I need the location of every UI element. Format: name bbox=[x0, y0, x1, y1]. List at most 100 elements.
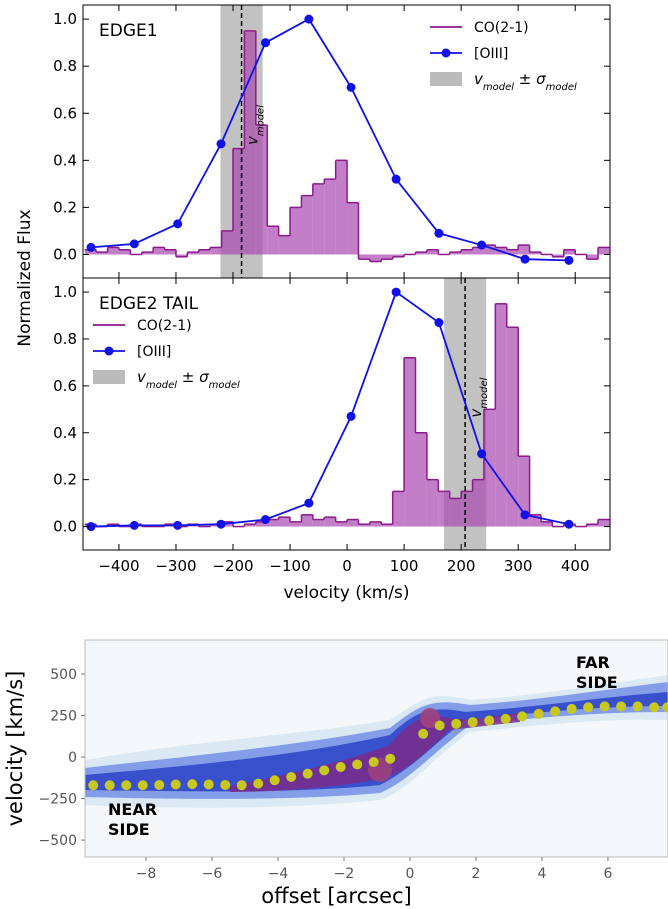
co-bin bbox=[347, 202, 359, 255]
model-point bbox=[632, 701, 643, 712]
co-bin bbox=[540, 521, 553, 527]
y-tick-label: 0.6 bbox=[53, 104, 77, 122]
co-bin bbox=[335, 160, 348, 255]
x-tick-label: −6 bbox=[202, 866, 223, 882]
co-bin bbox=[175, 254, 188, 257]
model-point bbox=[550, 706, 561, 717]
model-point bbox=[467, 717, 478, 728]
model-point bbox=[335, 762, 346, 773]
co-bin bbox=[506, 249, 519, 255]
co-bin bbox=[381, 254, 393, 260]
co-bin bbox=[404, 357, 416, 527]
oiii-point bbox=[86, 242, 96, 252]
x-tick-label: 2 bbox=[472, 866, 481, 882]
co-bin bbox=[552, 254, 564, 257]
oiii-point bbox=[391, 174, 401, 184]
y-tick-label: 1.0 bbox=[53, 283, 77, 301]
co-bin bbox=[358, 254, 370, 260]
y-tick-label: 0.0 bbox=[53, 518, 77, 536]
model-point bbox=[434, 720, 445, 731]
co-bin bbox=[392, 491, 405, 527]
model-point bbox=[137, 780, 148, 791]
label-part: v bbox=[474, 70, 484, 88]
label-part: v bbox=[137, 368, 147, 386]
co-bin bbox=[118, 249, 131, 255]
co-bin bbox=[278, 517, 291, 527]
co-bin bbox=[107, 247, 119, 255]
model-point bbox=[662, 702, 668, 713]
y-axis-label: Normalized Flux bbox=[15, 209, 35, 346]
x-tick-label: 200 bbox=[447, 557, 476, 575]
co-bin bbox=[84, 249, 97, 255]
model-point bbox=[583, 702, 594, 713]
model-point bbox=[286, 771, 297, 782]
co-bin bbox=[198, 249, 211, 255]
x-tick-label: −100 bbox=[269, 557, 310, 575]
x-tick-label: 0 bbox=[342, 557, 352, 575]
co-bin bbox=[506, 327, 519, 527]
x-tick-label: −4 bbox=[268, 866, 289, 882]
co-bin bbox=[598, 519, 610, 527]
label-part: v bbox=[244, 135, 262, 145]
oiii-line bbox=[90, 17, 569, 262]
model-point bbox=[187, 779, 198, 790]
y-tick-label: −250 bbox=[39, 792, 77, 808]
co-bin bbox=[483, 409, 496, 527]
model-point bbox=[269, 775, 280, 786]
oiii-point bbox=[304, 14, 314, 24]
x-axis-label: offset [arcsec] bbox=[261, 884, 411, 908]
y-tick-label: 0.4 bbox=[53, 151, 77, 169]
model-point bbox=[88, 780, 99, 791]
y-tick-label: 0.2 bbox=[53, 198, 77, 216]
model-point bbox=[154, 779, 165, 790]
model-point bbox=[236, 780, 247, 791]
co-bin bbox=[449, 498, 462, 527]
x-tick-label: −200 bbox=[212, 557, 253, 575]
co-bin bbox=[324, 179, 336, 255]
co-bin bbox=[426, 479, 439, 527]
co-bin bbox=[233, 148, 245, 255]
co-bin bbox=[267, 519, 279, 527]
co-bin bbox=[358, 524, 370, 527]
oiii-point bbox=[520, 254, 530, 264]
oiii-line bbox=[90, 290, 570, 528]
co-bin bbox=[495, 303, 507, 527]
y-tick-label: 0.8 bbox=[53, 330, 77, 348]
oiii-point bbox=[391, 287, 401, 297]
co-bin bbox=[598, 247, 610, 255]
y-tick-label: 1.0 bbox=[53, 10, 77, 28]
oiii-point bbox=[261, 38, 271, 48]
subscript: model bbox=[209, 380, 240, 391]
y-tick-label: −500 bbox=[39, 833, 77, 849]
subscript: model bbox=[546, 82, 577, 93]
annotation: SIDE bbox=[108, 820, 150, 839]
co-bin bbox=[483, 245, 496, 255]
pv-frame bbox=[84, 639, 668, 858]
co-bin bbox=[449, 252, 462, 255]
legend-label: [OIII] bbox=[474, 46, 508, 62]
x-tick-label: 100 bbox=[390, 557, 419, 575]
legend-marker bbox=[104, 346, 114, 356]
co-bin bbox=[472, 247, 484, 255]
model-point bbox=[170, 779, 181, 790]
model-point bbox=[253, 778, 264, 789]
y-tick-label: 250 bbox=[50, 709, 77, 725]
model-point bbox=[649, 702, 660, 713]
annotation: NEAR bbox=[108, 800, 157, 819]
co-bin bbox=[369, 254, 382, 262]
subscript: model bbox=[255, 105, 266, 136]
co-bin bbox=[255, 125, 268, 255]
annotation: SIDE bbox=[576, 673, 618, 692]
model-point bbox=[484, 715, 495, 726]
co-bin bbox=[438, 491, 450, 527]
panel-title: EDGE1 bbox=[99, 21, 158, 41]
co-bin bbox=[290, 521, 302, 527]
co-bin bbox=[529, 514, 541, 527]
oiii-point bbox=[564, 255, 574, 265]
co-bin bbox=[164, 249, 176, 255]
co-bin bbox=[301, 514, 313, 527]
x-tick-label: 400 bbox=[561, 557, 590, 575]
oiii-point bbox=[346, 82, 356, 92]
co-bin bbox=[415, 252, 427, 255]
